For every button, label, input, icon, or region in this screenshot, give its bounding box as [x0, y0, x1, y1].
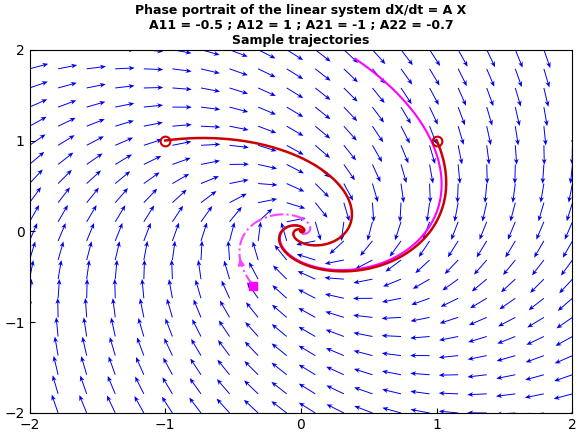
- Title: Phase portrait of the linear system dX/dt = A X
A11 = -0.5 ; A12 = 1 ; A21 = -1 : Phase portrait of the linear system dX/d…: [135, 4, 467, 47]
